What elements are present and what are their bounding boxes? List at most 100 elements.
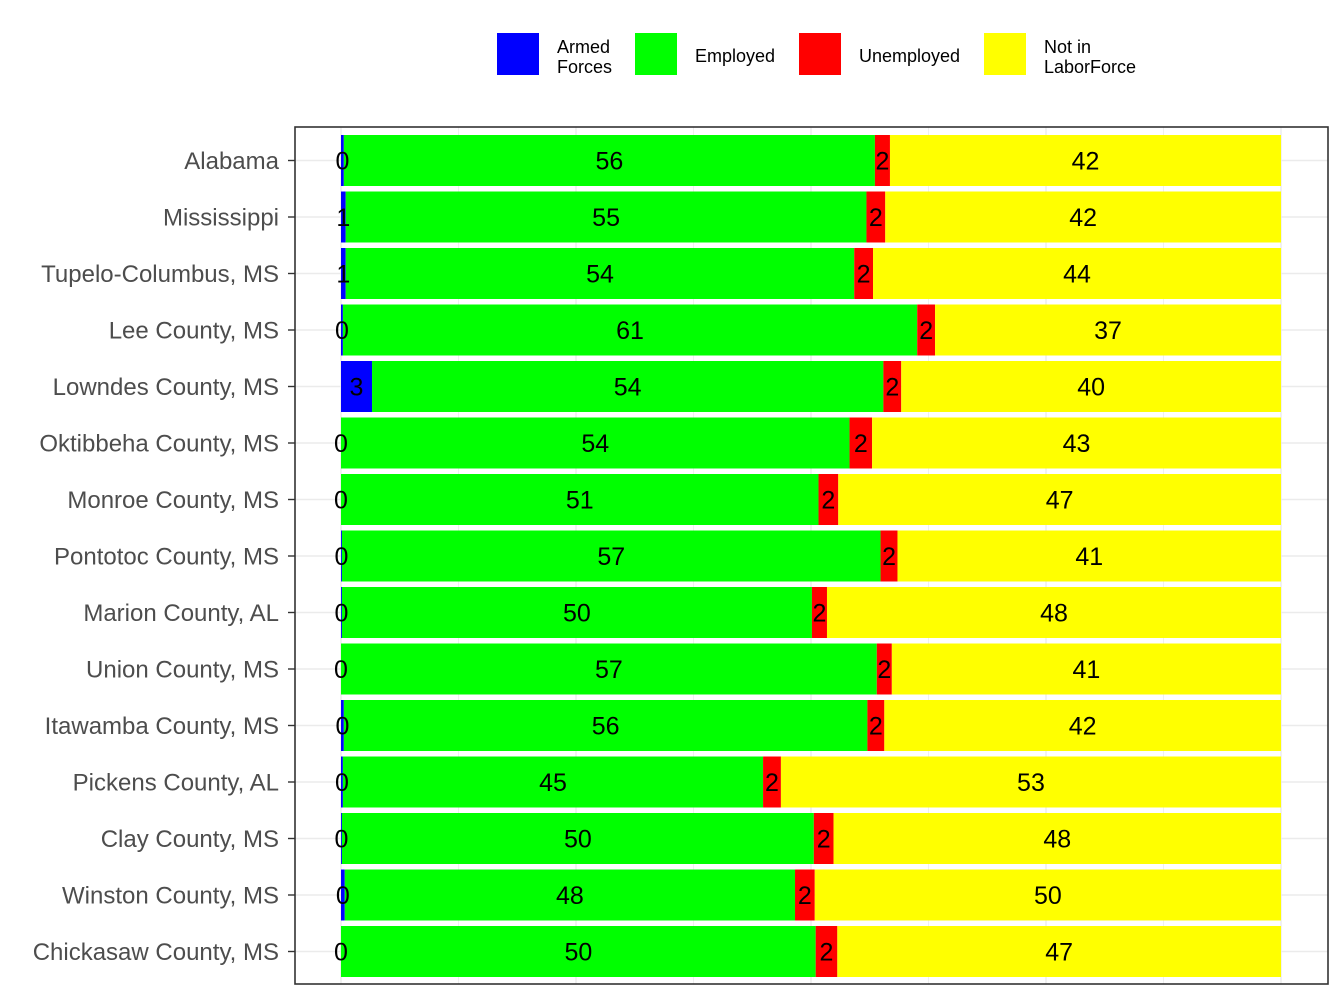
category-label: Oktibbeha County, MS bbox=[39, 431, 279, 458]
category-label: Monroe County, MS bbox=[67, 487, 279, 514]
bar-value-label: 2 bbox=[919, 317, 933, 345]
bar-segment-3-row-13 bbox=[814, 869, 1281, 921]
bar-value-label: 0 bbox=[335, 769, 349, 797]
bar-segment-0-row-7 bbox=[341, 530, 342, 582]
bar-segment-0-row-2 bbox=[341, 248, 346, 299]
legend-label: Armed Forces bbox=[557, 37, 613, 77]
bar-value-label: 0 bbox=[336, 882, 350, 910]
legend-swatch bbox=[799, 33, 841, 75]
bar-value-label: 37 bbox=[1094, 317, 1122, 345]
bar-segment-0-row-1 bbox=[341, 191, 346, 243]
bar-value-label: 48 bbox=[1043, 826, 1071, 854]
bar-segment-0-row-10 bbox=[341, 700, 344, 751]
plot-panel-border bbox=[294, 126, 1329, 985]
bar-segment-2-row-11 bbox=[763, 756, 781, 808]
bar-segment-1-row-2 bbox=[345, 248, 855, 299]
bar-segment-2-row-3 bbox=[917, 304, 936, 356]
bar-segment-3-row-11 bbox=[780, 756, 1281, 808]
category-label: Clay County, MS bbox=[101, 826, 279, 853]
bar-segment-2-row-8 bbox=[811, 587, 827, 638]
bar-value-label: 41 bbox=[1075, 543, 1103, 571]
bar-segment-3-row-3 bbox=[935, 304, 1281, 356]
bar-value-label: 2 bbox=[877, 656, 891, 684]
bar-segment-3-row-9 bbox=[891, 643, 1281, 695]
bar-value-label: 48 bbox=[556, 882, 584, 910]
bar-value-label: 56 bbox=[595, 148, 623, 176]
bar-segment-3-row-4 bbox=[901, 361, 1281, 412]
bar-segment-3-row-12 bbox=[833, 813, 1281, 864]
bar-segment-3-row-8 bbox=[826, 587, 1281, 638]
bar-segment-1-row-12 bbox=[341, 813, 814, 864]
bar-segment-3-row-5 bbox=[872, 417, 1281, 469]
bar-segment-0-row-11 bbox=[341, 756, 343, 808]
bar-value-label: 45 bbox=[539, 769, 567, 797]
bar-segment-2-row-4 bbox=[883, 361, 902, 412]
bar-value-label: 42 bbox=[1069, 204, 1097, 232]
bar-segment-3-row-6 bbox=[838, 474, 1281, 525]
legend-label: Unemployed bbox=[859, 46, 961, 66]
category-label: Pontotoc County, MS bbox=[54, 544, 279, 571]
bar-value-label: 44 bbox=[1063, 261, 1091, 289]
bar-value-label: 2 bbox=[882, 543, 896, 571]
bar-segment-1-row-13 bbox=[344, 869, 796, 921]
legend-swatch bbox=[984, 33, 1026, 75]
bar-segment-2-row-1 bbox=[866, 191, 886, 243]
bar-value-label: 40 bbox=[1077, 374, 1105, 402]
bar-segment-2-row-14 bbox=[815, 926, 838, 977]
category-label: Mississippi bbox=[163, 205, 279, 232]
bar-value-label: 2 bbox=[821, 487, 835, 515]
chart-legend: Armed Forces Employed Unemployed Not in Lab… bbox=[0, 0, 1344, 100]
bar-value-label: 50 bbox=[564, 826, 592, 854]
bar-value-label: 47 bbox=[1046, 487, 1074, 515]
bar-value-label: 0 bbox=[335, 317, 349, 345]
bar-value-label: 0 bbox=[334, 656, 348, 684]
bar-value-label: 42 bbox=[1069, 713, 1097, 741]
category-label: Lee County, MS bbox=[109, 318, 279, 345]
bar-value-label: 2 bbox=[875, 148, 889, 176]
bar-value-label: 54 bbox=[614, 374, 642, 402]
bar-value-label: 57 bbox=[597, 543, 625, 571]
bar-value-label: 0 bbox=[335, 148, 349, 176]
bar-segment-2-row-7 bbox=[880, 530, 898, 582]
bar-value-label: 1 bbox=[336, 261, 350, 289]
bar-value-label: 54 bbox=[586, 261, 614, 289]
bar-value-label: 2 bbox=[869, 204, 883, 232]
bar-segment-2-row-9 bbox=[876, 643, 892, 695]
bar-value-label: 61 bbox=[616, 317, 644, 345]
bar-segment-1-row-4 bbox=[372, 361, 884, 412]
bar-value-label: 48 bbox=[1040, 600, 1068, 628]
bar-value-label: 50 bbox=[1034, 882, 1062, 910]
bar-segment-0-row-4 bbox=[341, 361, 373, 412]
category-label: Lowndes County, MS bbox=[53, 374, 279, 401]
bar-value-label: 42 bbox=[1072, 148, 1100, 176]
bar-value-label: 2 bbox=[817, 826, 831, 854]
bar-value-label: 2 bbox=[798, 882, 812, 910]
bar-value-label: 56 bbox=[592, 713, 620, 741]
bar-segment-1-row-14 bbox=[341, 926, 816, 977]
bar-segment-0-row-12 bbox=[341, 813, 342, 864]
bar-value-label: 0 bbox=[335, 543, 349, 571]
bar-segment-2-row-10 bbox=[867, 700, 885, 751]
bar-segment-1-row-10 bbox=[343, 700, 868, 751]
bar-segment-3-row-0 bbox=[889, 135, 1281, 186]
bar-segment-0-row-0 bbox=[341, 135, 344, 186]
bar-value-label: 43 bbox=[1063, 430, 1091, 458]
bar-segment-0-row-13 bbox=[341, 869, 345, 921]
bar-value-label: 2 bbox=[820, 939, 834, 967]
bar-segment-2-row-5 bbox=[849, 417, 873, 469]
bar-segment-1-row-5 bbox=[341, 417, 850, 469]
legend-label: Not in LaborForce bbox=[1044, 37, 1137, 77]
bar-segment-3-row-1 bbox=[885, 191, 1281, 243]
bar-segment-1-row-9 bbox=[341, 643, 877, 695]
legend-swatch bbox=[635, 33, 677, 75]
category-label: Marion County, AL bbox=[83, 600, 279, 627]
bar-segment-2-row-12 bbox=[813, 813, 834, 864]
bar-segment-1-row-1 bbox=[345, 191, 867, 243]
bar-value-label: 41 bbox=[1073, 656, 1101, 684]
category-label: Alabama bbox=[184, 148, 279, 175]
category-label: Winston County, MS bbox=[62, 883, 279, 910]
bar-value-label: 51 bbox=[566, 487, 594, 515]
bar-value-label: 2 bbox=[854, 430, 868, 458]
bar-value-label: 55 bbox=[592, 204, 620, 232]
bar-value-label: 0 bbox=[335, 600, 349, 628]
